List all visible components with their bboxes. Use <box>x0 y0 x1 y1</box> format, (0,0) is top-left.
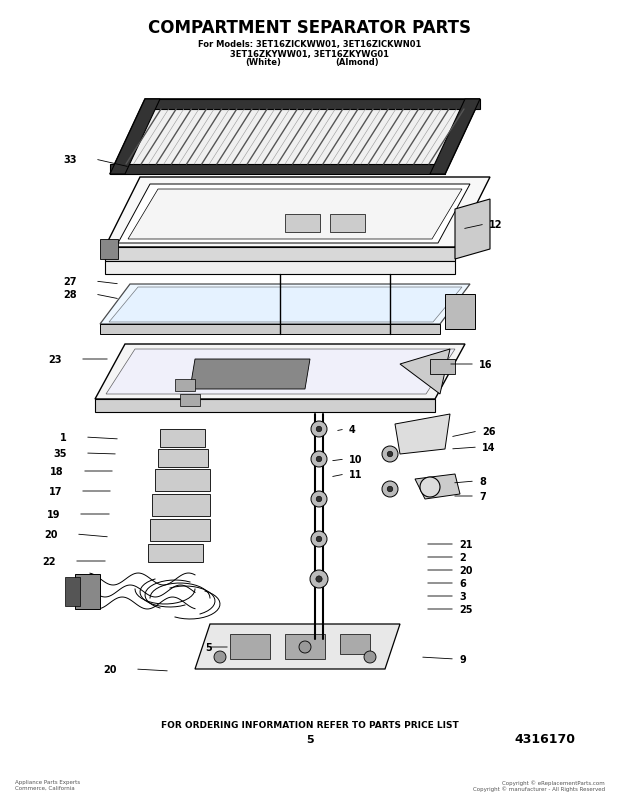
Polygon shape <box>430 360 455 374</box>
Text: 6: 6 <box>459 578 466 589</box>
Text: (White): (White) <box>245 59 281 67</box>
Polygon shape <box>110 165 445 175</box>
Polygon shape <box>180 394 200 406</box>
Circle shape <box>311 532 327 548</box>
Text: 12: 12 <box>489 220 502 230</box>
Circle shape <box>214 651 226 663</box>
Polygon shape <box>118 185 470 243</box>
Polygon shape <box>105 262 455 275</box>
Polygon shape <box>75 574 100 609</box>
Polygon shape <box>330 214 365 233</box>
Text: 4316170: 4316170 <box>515 732 575 745</box>
Polygon shape <box>285 214 320 233</box>
Circle shape <box>382 446 398 463</box>
Polygon shape <box>230 634 270 659</box>
Text: 3: 3 <box>459 591 466 601</box>
Circle shape <box>382 482 398 497</box>
Polygon shape <box>145 100 480 110</box>
Polygon shape <box>400 349 450 394</box>
Polygon shape <box>128 190 462 240</box>
Polygon shape <box>455 200 490 259</box>
Text: 28: 28 <box>63 290 77 300</box>
Polygon shape <box>106 349 455 394</box>
Text: 17: 17 <box>48 487 62 496</box>
Polygon shape <box>175 380 195 392</box>
Polygon shape <box>160 430 205 447</box>
Text: Appliance Parts Experts
Commerce, California: Appliance Parts Experts Commerce, Califo… <box>15 779 80 790</box>
Text: eReplacementParts.com: eReplacementParts.com <box>242 360 378 369</box>
Text: 5: 5 <box>205 642 212 652</box>
Text: 5: 5 <box>306 734 314 744</box>
Text: 10: 10 <box>349 454 363 464</box>
Circle shape <box>388 487 393 492</box>
Polygon shape <box>100 284 470 324</box>
Polygon shape <box>155 470 210 491</box>
Text: FOR ORDERING INFORMATION REFER TO PARTS PRICE LIST: FOR ORDERING INFORMATION REFER TO PARTS … <box>161 720 459 730</box>
Circle shape <box>388 451 393 457</box>
Polygon shape <box>195 624 400 669</box>
Text: 19: 19 <box>46 509 60 520</box>
Polygon shape <box>158 450 208 467</box>
Polygon shape <box>190 360 310 389</box>
Circle shape <box>310 570 328 589</box>
Text: COMPARTMENT SEPARATOR PARTS: COMPARTMENT SEPARATOR PARTS <box>149 19 471 37</box>
Text: 23: 23 <box>48 355 62 365</box>
Polygon shape <box>100 324 440 335</box>
Text: 18: 18 <box>50 467 64 476</box>
Polygon shape <box>105 177 490 247</box>
Polygon shape <box>110 100 160 175</box>
Text: 22: 22 <box>43 556 56 566</box>
Text: 20: 20 <box>104 664 117 675</box>
Polygon shape <box>430 100 480 175</box>
Text: 9: 9 <box>459 654 466 664</box>
Text: 33: 33 <box>63 155 77 165</box>
Text: 3ET16ZKYWW01, 3ET16ZKYWG01: 3ET16ZKYWW01, 3ET16ZKYWG01 <box>231 50 389 59</box>
Polygon shape <box>285 634 325 659</box>
Circle shape <box>364 651 376 663</box>
Polygon shape <box>148 544 203 562</box>
Text: 20: 20 <box>45 529 58 540</box>
Circle shape <box>316 426 322 432</box>
Text: 20: 20 <box>459 565 472 575</box>
Text: 11: 11 <box>349 470 363 479</box>
Circle shape <box>316 457 322 463</box>
Circle shape <box>311 422 327 438</box>
Text: (Almond): (Almond) <box>335 59 379 67</box>
Polygon shape <box>340 634 370 654</box>
Text: 21: 21 <box>459 540 472 549</box>
Text: 14: 14 <box>482 442 495 452</box>
Polygon shape <box>65 577 80 606</box>
Circle shape <box>316 576 322 582</box>
Circle shape <box>316 536 322 542</box>
Polygon shape <box>109 287 462 323</box>
Text: 8: 8 <box>479 476 486 487</box>
Text: 16: 16 <box>479 360 492 369</box>
Text: 1: 1 <box>60 433 67 442</box>
Polygon shape <box>445 295 475 329</box>
Polygon shape <box>395 414 450 454</box>
Text: Copyright © eReplacementParts.com
Copyright © manufacturer - All Rights Reserved: Copyright © eReplacementParts.com Copyri… <box>473 779 605 791</box>
Text: For Models: 3ET16ZICKWW01, 3ET16ZICKWN01: For Models: 3ET16ZICKWW01, 3ET16ZICKWN01 <box>198 40 422 50</box>
Polygon shape <box>105 247 455 262</box>
Polygon shape <box>110 100 480 175</box>
Polygon shape <box>415 475 460 499</box>
Circle shape <box>420 478 440 497</box>
Text: 26: 26 <box>482 426 495 437</box>
Text: 27: 27 <box>63 277 77 287</box>
Polygon shape <box>152 495 210 516</box>
Text: 7: 7 <box>479 491 485 501</box>
Circle shape <box>316 496 322 502</box>
Circle shape <box>299 642 311 653</box>
Polygon shape <box>150 520 210 541</box>
Circle shape <box>311 451 327 467</box>
Text: 35: 35 <box>53 448 67 459</box>
Text: 4: 4 <box>349 425 356 434</box>
Circle shape <box>311 491 327 507</box>
Polygon shape <box>95 400 435 413</box>
Polygon shape <box>95 344 465 400</box>
Text: 2: 2 <box>459 552 466 562</box>
Polygon shape <box>100 240 118 259</box>
Text: 25: 25 <box>459 604 472 614</box>
